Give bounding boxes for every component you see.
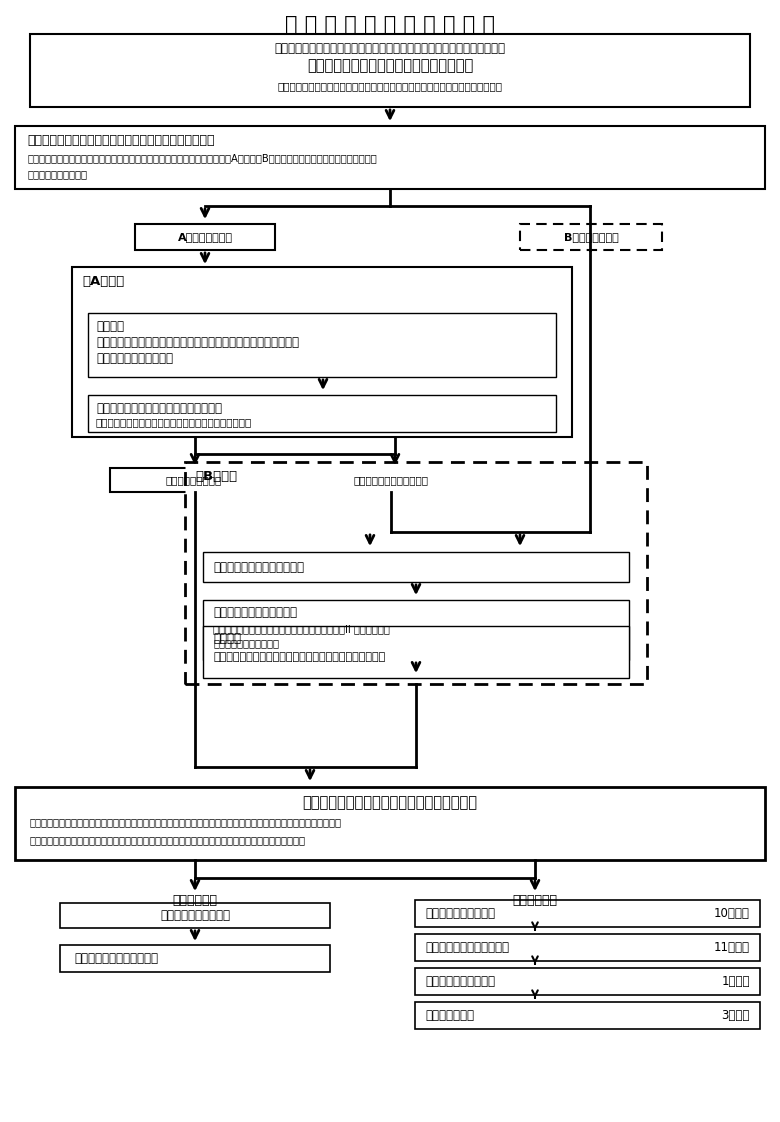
Bar (520, 224, 662, 250)
Text: 【合格者発表】　　９月９日（水）１５時頃: 【合格者発表】 ９月９日（水）１５時頃 (303, 795, 477, 810)
Text: 【９月入学】: 【９月入学】 (172, 893, 218, 907)
Bar (110, 468, 278, 493)
Text: 結果通知　７月３１日（金）午前９時頃: 結果通知 ７月３１日（金）午前９時頃 (96, 402, 222, 414)
Text: インターネット出願サイトのマイページより，受験票を印刷してください。A日程又はB日程いずれかの受験資格についてもマイ: インターネット出願サイトのマイページより，受験票を印刷してください。A日程又はB… (27, 153, 377, 163)
Text: 【４月入学】: 【４月入学】 (512, 893, 558, 907)
Text: 【履修コースの決定】: 【履修コースの決定】 (425, 907, 495, 920)
Text: ９月９日（水）０時～１４時５９分は，マイページによる合否照会はできませんのでご注意ください。: ９月９日（水）０時～１４時５９分は，マイページによる合否照会はできませんのでご注… (30, 835, 306, 845)
Text: 1月下旬: 1月下旬 (722, 975, 750, 988)
Bar (203, 600, 629, 660)
Bar (415, 934, 760, 962)
Bar (60, 903, 330, 928)
Text: 筆答試験終了後から口頭試問実施時までの間に『II 系等の案内』: 筆答試験終了後から口頭試問実施時までの間に『II 系等の案内』 (213, 624, 390, 634)
Text: 【入学意向のウェブ回答】: 【入学意向のウェブ回答】 (425, 941, 509, 954)
Text: に記載の方法により発表: に記載の方法により発表 (213, 638, 279, 649)
Bar (415, 900, 760, 927)
Text: 【B日程】: 【B日程】 (195, 469, 237, 482)
Bar (88, 395, 556, 432)
Text: ７月１７日（金），１８日（土），２０日（月），２１日（火）: ７月１７日（金），１８日（土），２０日（月），２１日（火） (96, 335, 299, 349)
Text: インターネット出願サイトでの登録は，６月８日（月）午前９時から可能です。: インターネット出願サイトでの登録は，６月８日（月）午前９時から可能です。 (278, 81, 502, 91)
Text: 筆答試験　８月１８日（火）: 筆答試験 ８月１８日（火） (213, 561, 304, 573)
Text: 口述試験: 口述試験 (96, 320, 124, 332)
Bar (415, 1002, 760, 1029)
Text: 11月中旬: 11月中旬 (714, 941, 750, 954)
Text: 【A日程】: 【A日程】 (82, 275, 124, 287)
Bar (203, 626, 629, 678)
Bar (415, 968, 760, 995)
Bar (60, 945, 330, 972)
Bar (88, 313, 556, 377)
Bar (72, 267, 572, 436)
Text: 【インターネット出願サイトによる出願情報の登録及び出願書類の提出】: 【インターネット出願サイトによる出願情報の登録及び出願書類の提出】 (275, 42, 505, 55)
Text: 3月下旬: 3月下旬 (722, 1009, 750, 1022)
Text: 【入学手続書類受領】: 【入学手続書類受領】 (425, 975, 495, 988)
Text: のうち系等の指定する日: のうち系等の指定する日 (96, 351, 173, 365)
Bar (135, 224, 275, 250)
Text: 本学ウェブサイト（新着入試情報）にて発表します。また，インターネット出願サイトのマイページに通知します。: 本学ウェブサイト（新着入試情報）にて発表します。また，インターネット出願サイトの… (30, 817, 342, 827)
Bar (15, 126, 765, 188)
Text: ６月１１日（木）～６月１７日（水）必着: ６月１１日（木）～６月１７日（水）必着 (307, 58, 473, 74)
Bar (300, 468, 482, 493)
Text: 【入学手続日】: 【入学手続日】 (425, 1009, 474, 1022)
Text: 修 士 課 程 入 学 試 験 の 流 れ: 修 士 課 程 入 学 試 験 の 流 れ (285, 15, 495, 35)
Bar (203, 552, 629, 582)
Bar (30, 34, 750, 107)
Text: インターネット出願サイトのマイページに通知します。: インターネット出願サイトのマイページに通知します。 (96, 417, 252, 427)
Text: ８月１８日（火）～２８日（金）のうち系等の指定する日: ８月１８日（火）～２８日（金）のうち系等の指定する日 (213, 652, 385, 662)
Text: ページに通知します。: ページに通知します。 (27, 169, 87, 180)
Text: 【入学手続書類受領】: 【入学手続書類受領】 (160, 909, 230, 922)
Text: 口頭試問　受験資格者発表: 口頭試問 受験資格者発表 (213, 607, 297, 619)
Text: 口頭試問: 口頭試問 (213, 633, 241, 645)
Text: 【入学手続日】　９月中旬: 【入学手続日】 ９月中旬 (74, 951, 158, 965)
Text: 合格内定となった者: 合格内定となった者 (166, 475, 222, 485)
Text: 【受験票の閲覧・印刷】　７月９日（木）正午１２時頃: 【受験票の閲覧・印刷】 ７月９日（木）正午１２時頃 (27, 134, 215, 147)
Text: A日程受験資格者: A日程受験資格者 (178, 232, 232, 242)
Bar (15, 787, 765, 859)
Bar (185, 462, 647, 684)
Text: 10月下旬: 10月下旬 (714, 907, 750, 920)
Text: B日程受験資格者: B日程受験資格者 (564, 232, 619, 242)
Text: 合格内定とならなかった者: 合格内定とならなかった者 (353, 475, 428, 485)
